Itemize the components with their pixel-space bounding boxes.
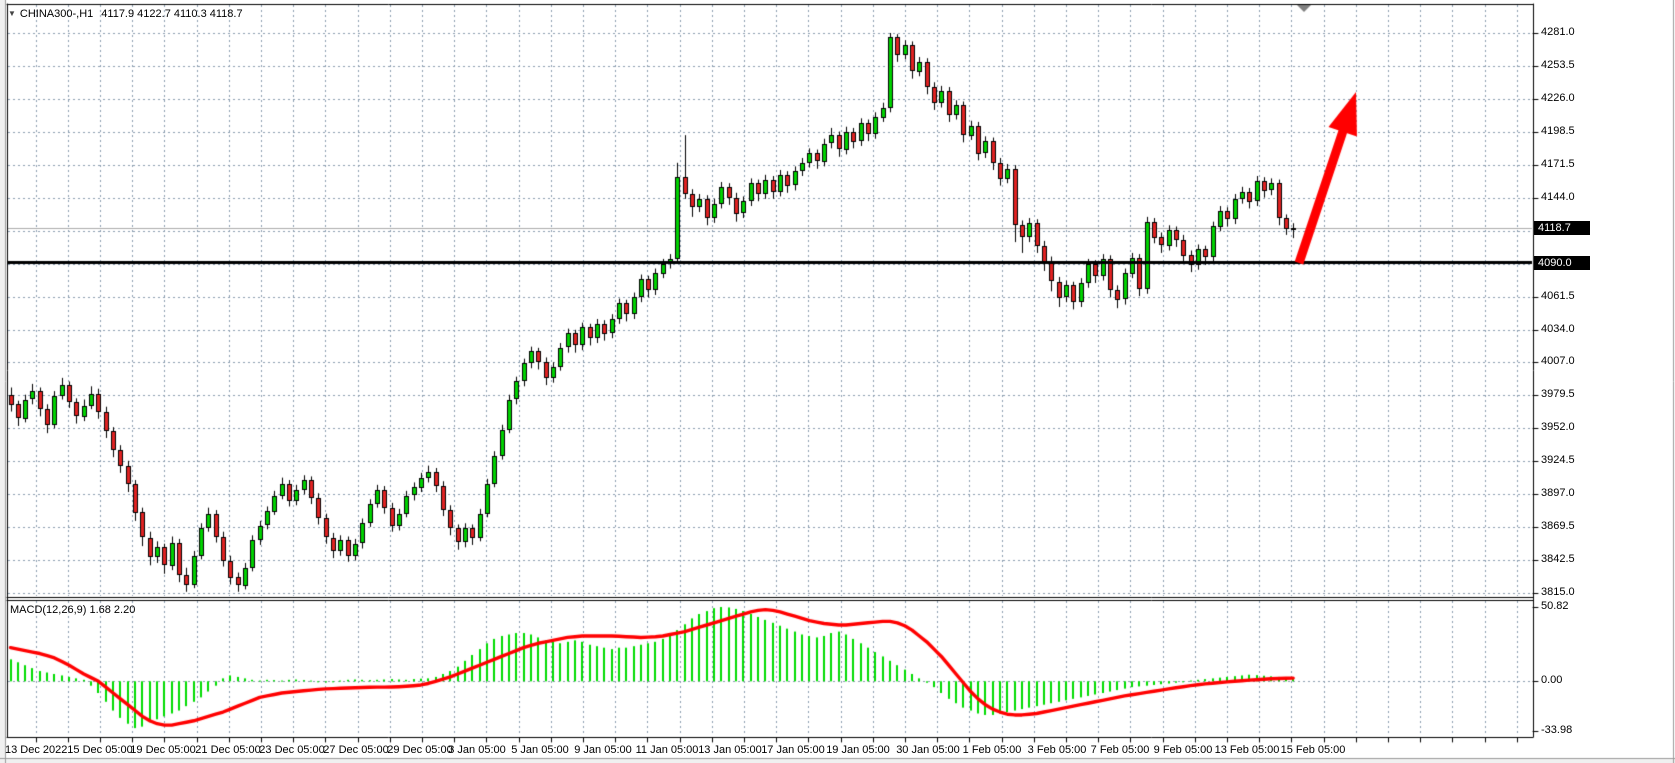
price-axis-label: 4198.5 [1541,125,1575,138]
current-price-tag: 4118.7 [1534,221,1590,235]
time-axis-label: 3 Jan 05:00 [448,744,506,756]
chart-title-overlay: ▼ CHINA300-,H1 4117.9 4122.7 4110.3 4118.7 [8,7,243,21]
time-axis-label: 13 Dec 2022 [5,744,68,756]
macd-indicator-label: MACD(12,26,9) 1.68 2.20 [10,604,136,616]
price-axis-label: 3869.5 [1541,520,1575,533]
time-axis-label: 29 Dec 05:00 [387,744,453,756]
price-axis-label: 4253.5 [1541,59,1575,72]
time-axis-label: 13 Feb 05:00 [1214,744,1280,756]
time-axis-label: 9 Feb 05:00 [1153,744,1213,756]
macd-axis-label: 50.82 [1541,599,1569,612]
time-axis-label: 15 Feb 05:00 [1280,744,1346,756]
price-axis[interactable]: 4281.0 4253.5 4226.0 4198.5 4171.5 4144.0 4061… [1534,0,1675,763]
price-axis-label: 4144.0 [1541,190,1575,203]
price-axis-label: 3897.0 [1541,487,1575,500]
time-axis[interactable]: 13 Dec 2022 15 Dec 05:00 19 Dec 05:00 21 De… [0,738,1675,763]
time-axis-label: 23 Dec 05:00 [259,744,325,756]
price-axis-label: 4007.0 [1541,355,1575,368]
price-axis-label: 3979.5 [1541,388,1575,401]
time-axis-label: 21 Dec 05:00 [195,744,261,756]
time-axis-label: 30 Jan 05:00 [896,744,960,756]
ohlc-values-label: 4117.9 4122.7 4110.3 4118.7 [101,8,243,20]
time-axis-label: 13 Jan 05:00 [698,744,762,756]
time-axis-label: 1 Feb 05:00 [962,744,1022,756]
price-axis-label: 4226.0 [1541,92,1575,105]
symbol-timeframe-label: CHINA300-,H1 [19,8,94,20]
price-axis-label: 3924.5 [1541,454,1575,467]
price-axis-label: 3842.5 [1541,552,1575,565]
time-axis-label: 5 Jan 05:00 [511,744,569,756]
macd-axis-label: -33.98 [1541,723,1573,736]
price-axis-label: 4171.5 [1541,157,1575,170]
time-axis-label: 9 Jan 05:00 [574,744,632,756]
time-axis-label: 11 Jan 05:00 [635,744,699,756]
level-price-tag: 4090.0 [1534,256,1590,270]
price-axis-label: 4281.0 [1541,26,1575,38]
time-axis-label: 19 Jan 05:00 [826,744,890,756]
price-axis-label: 3952.0 [1541,421,1575,434]
chart-dropdown-icon[interactable]: ▼ [8,9,16,18]
time-axis-label: 17 Jan 05:00 [761,744,825,756]
price-axis-label: 4061.5 [1541,289,1575,302]
time-axis-label: 15 Dec 05:00 [67,744,133,756]
time-axis-label: 27 Dec 05:00 [323,744,389,756]
time-axis-label: 3 Feb 05:00 [1027,744,1087,756]
price-axis-label: 4034.0 [1541,322,1575,335]
time-axis-label: 7 Feb 05:00 [1090,744,1150,756]
price-axis-label: 3815.0 [1541,585,1575,598]
macd-axis-label: 0.00 [1541,674,1563,687]
time-axis-label: 19 Dec 05:00 [130,744,196,756]
